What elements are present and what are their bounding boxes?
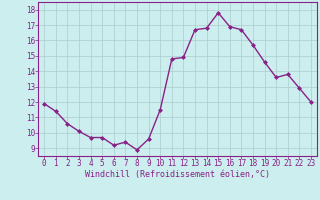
X-axis label: Windchill (Refroidissement éolien,°C): Windchill (Refroidissement éolien,°C) <box>85 170 270 179</box>
